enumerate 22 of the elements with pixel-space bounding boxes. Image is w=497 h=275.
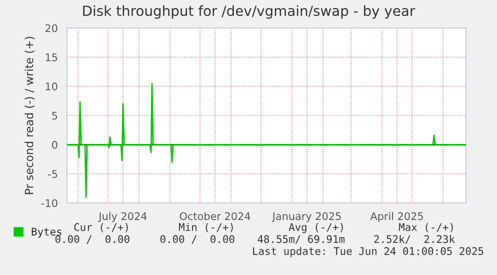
x-tick-label: April 2025 [370, 212, 423, 222]
x-tick-label: January 2025 [272, 212, 341, 222]
text: 0.00 / 0.00 [160, 235, 234, 244]
y-tick-label: -5 [48, 170, 58, 178]
text: 2.52k/ 2.23k [374, 234, 455, 244]
y-tick-label: 20 [45, 24, 58, 32]
x-tick-label: July 2024 [98, 212, 147, 222]
y-tick-label: -10 [41, 199, 58, 208]
text: Avg (-/+) [288, 222, 343, 234]
text: Last update: Tue Jun 24 01:00:05 2025 [253, 246, 484, 258]
y-tick-label: 10 [46, 82, 58, 90]
chart-title: Disk throughput for /dev/vgmain/swap - by year [83, 5, 416, 19]
y-tick-label: 0 [52, 140, 58, 149]
y-tick-label: 5 [52, 112, 58, 120]
y-tick-label: 15 [46, 54, 58, 62]
text: Cur (-/+) [74, 223, 128, 232]
text: 48.55m/ 69.91m [258, 235, 345, 244]
text: Max (-/+) [398, 223, 453, 232]
text: Min (-/+) [178, 222, 233, 232]
x-tick-label: October 2024 [180, 212, 250, 220]
y-axis-title: Pr second read (-) / write (+) [24, 36, 35, 194]
line-series [67, 83, 466, 198]
